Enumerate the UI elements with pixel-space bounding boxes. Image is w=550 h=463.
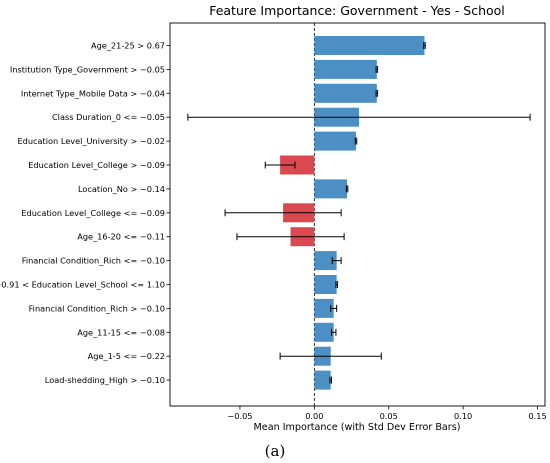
y-tick-label: Education Level_College > −0.09: [28, 160, 165, 170]
y-tick-label: Institution Type_Government > −0.05: [10, 64, 165, 74]
bar: [314, 179, 348, 199]
bar: [314, 275, 337, 294]
y-tick-label: Class Duration_0 <= −0.05: [52, 112, 165, 122]
bar: [314, 36, 425, 55]
y-tick-label: Load-shedding_High > −0.10: [45, 375, 165, 385]
x-axis-label: Mean Importance (with Std Dev Error Bars…: [254, 422, 461, 433]
chart-marks: Age_21-25 > 0.67 Institution Type_Governm…: [0, 23, 547, 421]
bar: [280, 155, 315, 175]
x-tick-label: 0.15: [528, 411, 546, 421]
bar: [314, 298, 334, 318]
y-tick-label: Education Level_University > −0.02: [17, 136, 165, 146]
y-tick-label: Financial Condition_Rich <= −0.10: [22, 256, 165, 266]
bar: [314, 131, 357, 151]
x-tick-label: 0.00: [305, 411, 323, 421]
y-tick-label: −0.91 < Education Level_School <= 1.10: [0, 280, 165, 290]
bar: [314, 59, 377, 79]
x-tick-label: 0.05: [380, 411, 398, 421]
y-tick-label: Age_16-20 <= −0.11: [77, 232, 165, 242]
y-tick-label: Education Level_College <= −0.09: [21, 208, 165, 218]
y-tick-label: Internet Type_Mobile Data > −0.04: [21, 88, 165, 98]
figure-caption: (a): [265, 442, 286, 460]
y-tick-label: Age_11-15 <= −0.08: [77, 327, 165, 337]
x-tick-label: 0.10: [454, 411, 472, 421]
bar: [314, 83, 377, 103]
bar: [314, 322, 334, 342]
plot-frame: [169, 22, 546, 407]
bar: [314, 370, 331, 390]
chart-title: Feature Importance: Government - Yes - S…: [209, 3, 505, 18]
y-tick-label: Age_1-5 <= −0.22: [88, 351, 165, 361]
y-tick-label: Financial Condition_Rich > −0.10: [29, 303, 165, 313]
y-tick-label: Location_No > −0.14: [78, 184, 165, 194]
y-tick-label: Age_21-25 > 0.67: [91, 41, 165, 51]
bar: [314, 251, 337, 271]
x-tick-label: −0.05: [227, 411, 252, 421]
